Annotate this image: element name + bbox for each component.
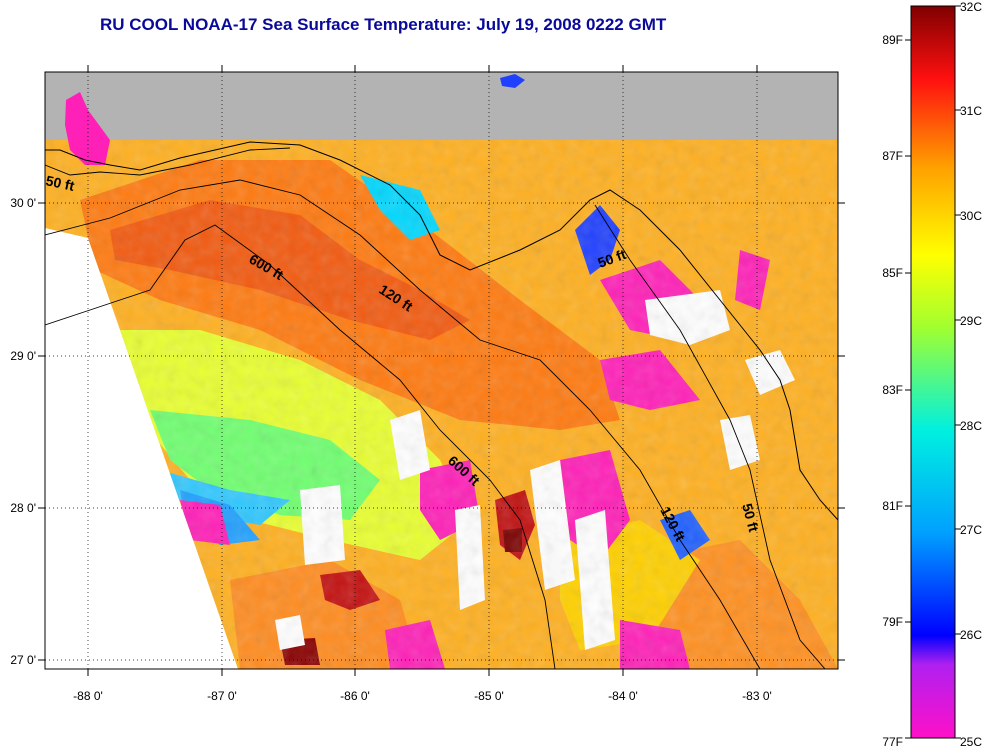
map-title: RU COOL NOAA-17 Sea Surface Temperature:…	[100, 15, 667, 34]
coastline	[45, 141, 838, 521]
colorbar-label-79f: 79F	[882, 615, 903, 629]
colorbar-label-30c: 30C	[960, 209, 982, 223]
coastal-patch	[65, 92, 110, 165]
map-ticks	[38, 65, 845, 676]
colorbar-label-87f: 87F	[882, 149, 903, 163]
colorbar-label-85f: 85F	[882, 266, 903, 280]
contour-50ft-east	[594, 204, 826, 669]
colorbar-gradient	[910, 5, 956, 739]
colorbar-label-26c: 26C	[960, 628, 982, 642]
lon-label-88: -88 0'	[73, 689, 103, 703]
colorbar-label-31c: 31C	[960, 104, 982, 118]
sst-swath	[45, 140, 838, 669]
colorbar-label-77f: 77F	[882, 735, 903, 749]
lon-label-84: -84 0'	[608, 689, 638, 703]
colorbar-label-25c: 25C	[960, 735, 982, 749]
colorbar-label-29c: 29C	[960, 314, 982, 328]
lon-label-87: -87 0'	[207, 689, 237, 703]
inland-water-patch	[500, 74, 525, 88]
lat-label-27: 27 0'	[10, 653, 36, 667]
contour-600ft	[45, 224, 556, 669]
colorbar-ticks	[905, 5, 961, 739]
colorbar-label-27c: 27C	[960, 523, 982, 537]
map-frame	[44, 71, 839, 670]
contour-50ft-west	[45, 147, 291, 176]
colorbar-label-83f: 83F	[882, 383, 903, 397]
colorbar-label-32c: 32C	[960, 0, 982, 14]
contour-label-50ft-west: 50 ft	[44, 172, 76, 194]
contour-label-50ft-south: 50 ft	[739, 502, 762, 534]
lat-label-29: 29 0'	[10, 349, 36, 363]
colorbar-label-89f: 89F	[882, 33, 903, 47]
graticule	[45, 72, 838, 669]
lon-label-83: -83 0'	[742, 689, 772, 703]
contour-120ft	[45, 179, 761, 669]
lon-label-86: -86 0'	[340, 689, 370, 703]
colorbar-label-28c: 28C	[960, 419, 982, 433]
colorbar-label-81f: 81F	[882, 499, 903, 513]
temperature-colorbar: 89F 87F 85F 83F 81F 79F 77F 32C 31C 30C …	[882, 0, 982, 749]
sst-map: 50 ft 600 ft 120 ft 50 ft 600 ft 120 ft …	[10, 65, 845, 703]
lat-label-30: 30 0'	[10, 196, 36, 210]
lon-label-85: -85 0'	[474, 689, 504, 703]
lat-label-28: 28 0'	[10, 501, 36, 515]
